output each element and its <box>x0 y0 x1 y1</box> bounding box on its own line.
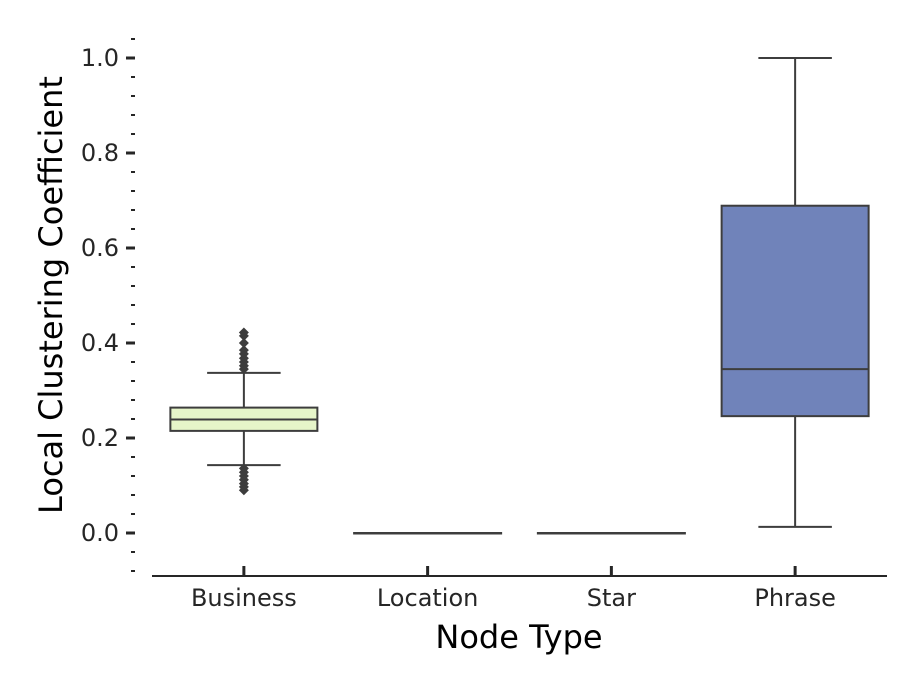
box-phrase <box>720 57 870 528</box>
y-axis-title: Local Clustering Coefficient <box>32 76 70 514</box>
boxes <box>169 57 870 535</box>
y-tick-label: 1.0 <box>81 44 119 72</box>
box-star <box>536 532 686 535</box>
outlier-point <box>238 485 249 496</box>
y-tick-label: 0.8 <box>81 139 119 167</box>
y-tick-label: 0.0 <box>81 519 119 547</box>
outlier-point <box>238 338 249 348</box>
outlier-point <box>238 327 249 338</box>
y-major-ticks: 0.0 0.2 0.4 0.6 0.8 1.0 <box>81 44 135 547</box>
y-minor-ticks <box>131 38 135 572</box>
x-axis-title: Node Type <box>435 618 602 656</box>
x-tick-label: Business <box>191 584 297 612</box>
box-location <box>353 532 503 535</box>
x-tick-label: Phrase <box>754 584 836 612</box>
x-tick-label: Star <box>587 584 636 612</box>
y-tick-label: 0.4 <box>81 329 119 357</box>
y-tick-label: 0.2 <box>81 424 119 452</box>
x-axis: Business Location Star Phrase <box>152 566 887 612</box>
box-business <box>169 327 319 496</box>
iqr-box <box>720 204 870 418</box>
x-tick-label: Location <box>377 584 479 612</box>
y-tick-label: 0.6 <box>81 234 119 262</box>
outlier-point <box>238 345 249 356</box>
